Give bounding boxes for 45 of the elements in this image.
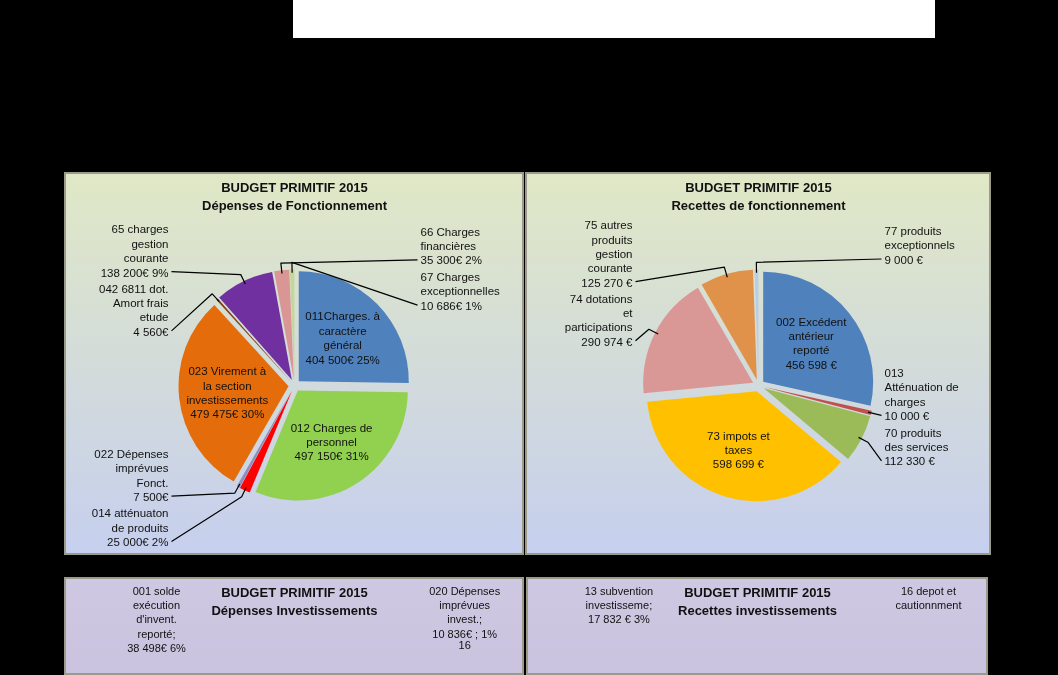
data-label: 9 000 € (884, 253, 924, 266)
data-label: 112 330 € (884, 455, 936, 468)
slice-label: 70 produits des services (884, 426, 949, 453)
data-label: 125 270 € (581, 276, 634, 289)
text: 16 (458, 639, 471, 652)
slice-label: 013 Atténuation de charges (884, 367, 959, 408)
data-label: 7 500€ (133, 491, 170, 504)
slice-label: 011Charges. à caractère général (305, 310, 381, 352)
data-label: 138 200€ 9% (100, 266, 169, 279)
slice-label: 022 Dépenses imprévues Fonct. (94, 447, 169, 489)
text: 16 depot et cautionnment (895, 584, 962, 611)
slice-label: 74 dotations et participations (564, 292, 634, 334)
data-label: 479 475€ 30% (190, 408, 265, 421)
data-label: 456 598 € (785, 358, 838, 371)
chart-subtitle: Dépenses de Fonctionnement (202, 197, 388, 213)
slice-label: 042 6811 dot. Amort frais etude (99, 282, 169, 324)
data-label: 4 560€ (133, 325, 170, 338)
data-label: 35 300€ 2% (420, 254, 482, 267)
slice-label: 73 impots et taxes (707, 429, 771, 457)
text: 020 Dépenses imprévues invest.; 10 836€ ; 1% (429, 584, 501, 640)
text: 13 subvention investisseme; 17 832 € 3% (584, 584, 654, 626)
chart-title: BUDGET PRIMITIF 2015 (685, 179, 832, 195)
slice-label: 023 Virement à la section investissements (186, 365, 269, 407)
data-label: 10 000 € (884, 410, 930, 423)
text: BUDGET PRIMITIF 2015 (221, 584, 368, 600)
slice-label: 66 Charges financières (420, 225, 481, 252)
data-label: 25 000€ 2% (107, 536, 169, 549)
data-label: 404 500€ 25% (305, 353, 380, 366)
slice-label: 75 autres produits gestion courante (584, 219, 633, 275)
slice-label: 012 Charges de personnel (290, 421, 373, 449)
slice-label: 002 Excédent antérieur reporté (776, 315, 848, 357)
slice-label: 67 Charges exceptionnelles (420, 270, 501, 298)
data-label: 598 699 € (712, 458, 765, 471)
slice-label: 014 atténuaton de produits (91, 507, 169, 534)
text: Recettes investissements (678, 602, 837, 618)
data-label: 497 150€ 31% (294, 450, 369, 463)
text: BUDGET PRIMITIF 2015 (684, 584, 831, 600)
data-label: 290 974 € (581, 335, 634, 348)
text: 001 solde exécution d'invent. reporté; 38 498€ 6% (127, 584, 187, 655)
data-label: 10 686€ 1% (420, 299, 482, 312)
slice-label: 65 charges gestion courante (111, 223, 169, 265)
chart-subtitle: Recettes de fonctionnement (671, 197, 847, 213)
slice-label: 77 produits exceptionnels (884, 224, 956, 252)
text: Dépenses Investissements (211, 602, 378, 618)
chart-title: BUDGET PRIMITIF 2015 (221, 179, 368, 195)
